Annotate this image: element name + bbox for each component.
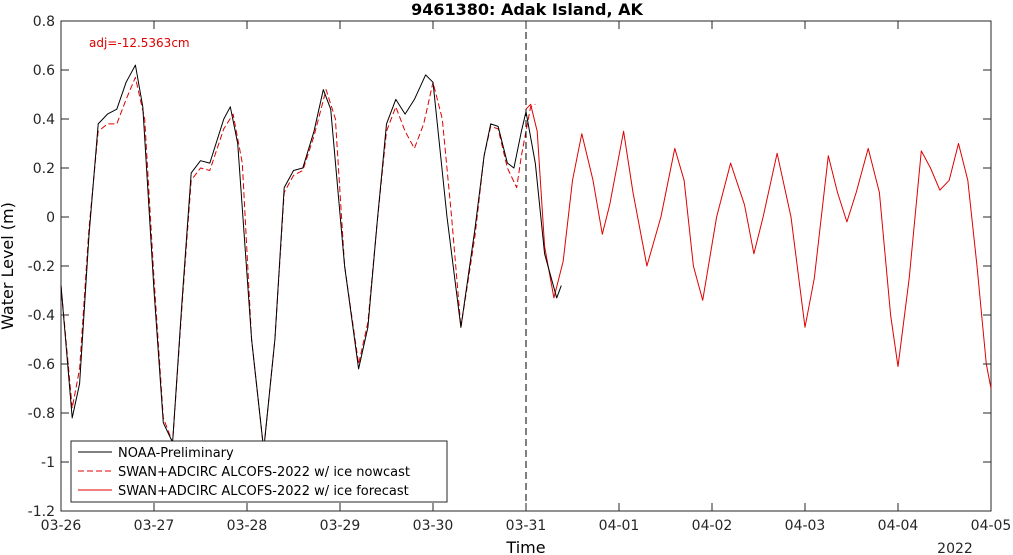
y-tick-label: 0.2 (33, 161, 55, 177)
series-layer (60, 64, 992, 451)
x-tick-label: 03-30 (413, 518, 454, 534)
x-axis-label: Time (505, 538, 545, 555)
y-tick-label: 0 (46, 210, 55, 226)
y-axis-ticks: 0.8 0.6 0.4 0.2 0 -0.2 -0.4 -0.6 -0.8 -1 -1.2 (28, 14, 991, 520)
x-tick-label: 04-04 (878, 518, 919, 534)
y-tick-label: 0.6 (33, 63, 55, 79)
legend-label: SWAN+ADCIRC ALCOFS-2022 w/ ice forecast (118, 484, 409, 499)
y-tick-label: -0.6 (28, 357, 55, 373)
x-tick-label: 04-01 (599, 518, 640, 534)
x-tick-label: 04-05 (971, 518, 1012, 534)
x-tick-label: 04-02 (692, 518, 733, 534)
legend: NOAA-Preliminary SWAN+ADCIRC ALCOFS-2022 … (70, 440, 448, 503)
x-tick-label: 03-31 (506, 518, 547, 534)
y-tick-label: -1.2 (28, 504, 55, 520)
series-line-1 (60, 76, 536, 451)
chart-title: 9461380: Adak Island, AK (411, 0, 643, 19)
x-tick-label: 04-03 (785, 518, 826, 534)
y-tick-label: 0.8 (33, 14, 55, 30)
x-tick-label: 03-29 (320, 518, 361, 534)
year-label: 2022 (937, 541, 973, 555)
x-tick-label: 03-26 (41, 518, 82, 534)
y-tick-label: -0.2 (28, 259, 55, 275)
y-tick-label: -0.8 (28, 406, 55, 422)
y-tick-label: 0.4 (33, 112, 55, 128)
adjustment-annotation: adj=-12.5363cm (89, 36, 190, 50)
x-tick-label: 03-28 (227, 518, 268, 534)
x-tick-label: 03-27 (134, 518, 175, 534)
series-line-0 (60, 64, 562, 451)
legend-box (70, 440, 448, 503)
y-axis-label: Water Level (m) (0, 202, 17, 330)
y-tick-label: -0.4 (28, 308, 55, 324)
y-tick-label: -1 (41, 455, 55, 471)
x-axis-ticks: 03-26 03-27 03-28 03-29 03-30 03-31 04-01 04-02… (41, 21, 1012, 534)
legend-label: SWAN+ADCIRC ALCOFS-2022 w/ ice nowcast (118, 465, 410, 480)
legend-label: NOAA-Preliminary (118, 446, 234, 461)
series-line-2 (525, 103, 992, 389)
